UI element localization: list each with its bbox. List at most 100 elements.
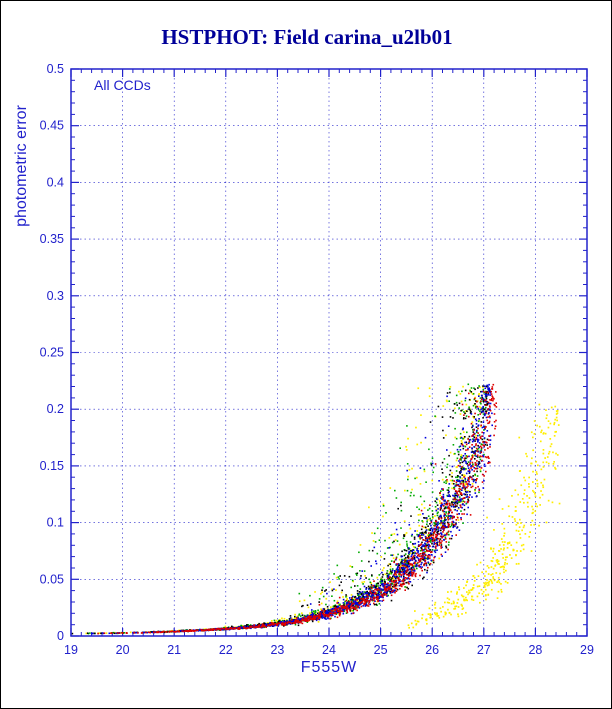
data-point-ccd-yellow [454,407,456,410]
data-point-ccd-blue [482,455,485,458]
data-point-ccd-green [333,573,335,575]
data-point-ccd-yellow [407,475,409,478]
data-point-ccd-yellow-branch [519,533,521,536]
data-point-ccd-yellow [405,586,407,589]
data-point-ccd-black [424,531,426,534]
data-point-ccd-red [443,517,446,519]
data-point-ccd-blue [426,540,429,543]
data-point-ccd-red [324,613,326,616]
data-point-ccd-black [459,462,461,464]
data-point-ccd-green [401,558,403,561]
data-point-ccd-red [318,604,321,606]
data-point-ccd-red [427,556,429,558]
data-point-ccd-yellow [416,443,419,446]
data-point-ccd-red [422,554,425,557]
data-point-ccd-blue [381,583,383,586]
data-point-ccd-red [406,573,408,576]
data-point-ccd-blue [453,495,456,497]
data-point-ccd-yellow-branch [537,464,539,467]
data-point-ccd-yellow-branch [530,550,533,552]
x-tick-label: 27 [477,643,491,657]
data-point-ccd-red [475,444,477,447]
data-point-ccd-yellow [317,611,320,613]
data-point-ccd-blue [402,571,405,573]
data-point-ccd-blue [466,491,469,493]
data-point-ccd-red [468,440,471,443]
data-point-ccd-green [460,456,462,458]
data-point-ccd-yellow [454,436,457,439]
data-point-ccd-green [454,412,457,414]
data-point-ccd-red [477,427,479,430]
data-point-ccd-red [455,490,457,492]
data-point-ccd-yellow-branch [485,581,487,584]
data-point-ccd-yellow [391,578,393,581]
data-point-ccd-black [423,576,425,579]
data-point-ccd-red [456,492,459,494]
data-point-ccd-blue [467,467,470,469]
data-point-ccd-yellow-branch [472,587,475,589]
y-tick-label: 0.05 [40,572,64,586]
data-point-ccd-yellow-branch [515,563,518,565]
data-point-ccd-red [476,454,479,457]
data-point-ccd-yellow-branch [456,602,459,604]
data-point-ccd-yellow-branch [540,468,543,471]
data-point-ccd-blue [432,529,434,531]
data-point-ccd-yellow [465,403,468,406]
data-point-ccd-yellow-branch [487,593,490,596]
data-point-ccd-yellow [394,539,397,541]
data-point-ccd-blue [434,546,437,548]
data-point-ccd-black [430,463,433,466]
data-point-ccd-yellow-branch [434,613,437,616]
data-point-ccd-blue [459,465,461,468]
data-point-ccd-red [315,615,318,618]
data-point-ccd-green [455,476,457,479]
data-point-ccd-blue [478,395,480,397]
data-point-ccd-blue [440,520,442,522]
data-point-ccd-yellow-branch [501,541,504,543]
data-point-ccd-green [440,490,442,492]
data-point-ccd-black [370,584,373,586]
data-point-ccd-blue [482,405,484,408]
data-point-ccd-red [308,616,310,618]
data-point-ccd-yellow-branch [496,597,499,599]
data-point-ccd-blue [381,571,383,574]
data-point-ccd-red [474,467,477,470]
data-point-ccd-green [445,480,447,482]
data-point-ccd-blue [443,500,445,502]
data-point-ccd-green [416,533,418,536]
data-point-ccd-yellow [389,487,392,489]
data-point-ccd-blue [298,618,301,620]
data-point-ccd-blue [430,559,432,562]
data-point-ccd-red [341,605,344,607]
data-point-ccd-red [407,581,409,584]
data-point-ccd-green [479,410,481,413]
data-point-ccd-green [433,522,435,524]
data-point-ccd-yellow [294,613,296,616]
data-point-ccd-yellow-branch [485,583,488,585]
data-point-ccd-blue [457,499,459,502]
data-point-ccd-green [393,585,395,587]
data-point-ccd-red [158,630,160,633]
data-point-ccd-red [368,603,370,605]
data-point-ccd-yellow-branch [527,505,529,508]
data-point-ccd-green [482,398,485,400]
data-point-ccd-red [345,599,348,602]
data-point-ccd-green [389,568,392,571]
data-point-ccd-black [440,544,443,546]
data-point-ccd-green [351,566,354,568]
data-point-ccd-green [391,568,394,570]
data-point-ccd-blue [443,521,446,523]
data-point-ccd-black [464,459,466,462]
data-point-ccd-yellow-branch [517,530,520,532]
data-point-ccd-blue [429,537,432,540]
data-point-ccd-red [203,629,206,632]
data-point-ccd-green [465,502,468,505]
data-point-ccd-yellow-branch [458,588,461,591]
data-point-ccd-yellow [351,610,353,612]
data-point-ccd-blue [457,507,460,509]
data-point-ccd-blue [437,529,440,532]
data-point-ccd-blue [356,603,358,605]
data-point-ccd-yellow [457,519,460,521]
data-point-ccd-yellow-branch [454,607,457,610]
data-point-ccd-blue [342,610,345,613]
